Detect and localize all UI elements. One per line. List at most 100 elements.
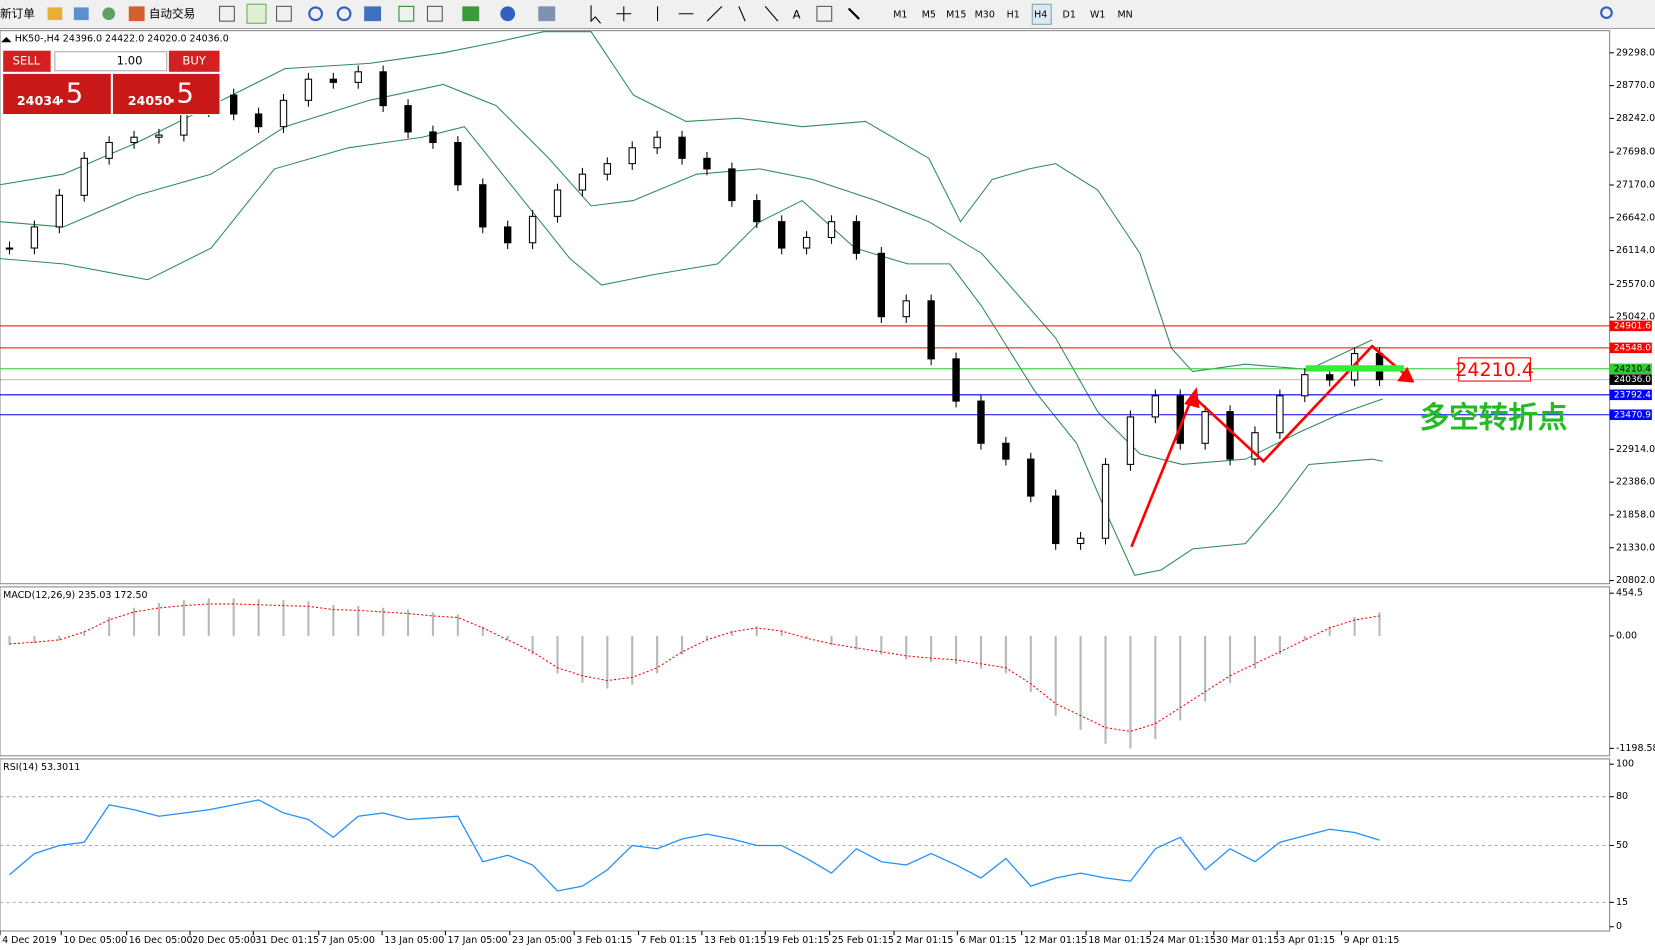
level-label-box [1609, 320, 1652, 332]
candle [877, 252, 886, 318]
icon[interactable] [308, 6, 323, 22]
time-label: 4 Dec 2019 [2, 935, 57, 946]
candle [802, 236, 811, 249]
time-label: 13 Feb 01:15 [704, 935, 766, 946]
timeframe-button[interactable]: H4 [1034, 9, 1047, 20]
icon[interactable] [102, 7, 116, 21]
icon[interactable] [47, 7, 63, 21]
icon[interactable] [426, 5, 443, 22]
candles [5, 65, 1384, 550]
timeframe-button[interactable]: H1 [1007, 9, 1020, 20]
icon[interactable] [816, 5, 833, 22]
icon[interactable] [73, 7, 89, 21]
time-label: 12 Mar 01:15 [1024, 935, 1087, 946]
zigzag-arrow [1130, 344, 1410, 548]
icon[interactable] [246, 3, 267, 24]
time-label: 24 Mar 01:15 [1153, 935, 1216, 946]
icon[interactable] [616, 6, 632, 22]
icon[interactable]: A [793, 7, 801, 21]
rsi-tick-label: 15 [1616, 897, 1628, 908]
lots-value[interactable]: 1.00 [117, 54, 143, 68]
auto-trade-button[interactable]: 自动交易 [149, 6, 195, 20]
candle [628, 147, 636, 165]
active-timeframe[interactable] [1031, 3, 1052, 25]
time-label: 18 Mar 01:15 [1088, 935, 1151, 946]
time-label: 19 Feb 01:15 [767, 935, 829, 946]
price-tick-label: 27698.0 [1616, 147, 1655, 158]
level-label: 24210.4 [1614, 364, 1651, 374]
time-label: 2 Mar 01:15 [896, 935, 953, 946]
timeframe-button[interactable]: M5 [922, 9, 936, 20]
timeframe-button[interactable]: D1 [1063, 9, 1076, 20]
macd-signal [9, 603, 1380, 732]
candle [454, 141, 462, 186]
level-label: 24036.0 [1614, 375, 1651, 385]
candle [1101, 463, 1110, 539]
sell-label[interactable]: SELL [13, 54, 41, 68]
ask-box[interactable] [112, 73, 220, 115]
candle [977, 400, 985, 444]
price-tick-label: 22914.0 [1616, 444, 1655, 455]
price-tick-label: 20802.0 [1616, 575, 1655, 586]
icon[interactable] [500, 6, 516, 22]
time-label: 6 Mar 01:15 [959, 935, 1016, 946]
icon[interactable] [538, 6, 556, 22]
trade-panel: SELL 1.00 BUY 24034 .5 24050 .5 [2, 49, 221, 116]
new-order-button[interactable]: 新订单 [0, 6, 35, 20]
sell-button[interactable] [3, 50, 51, 72]
icon[interactable] [219, 5, 235, 22]
candle [927, 300, 935, 360]
icon[interactable] [590, 5, 601, 24]
candle [1201, 411, 1209, 444]
bid-fraction[interactable]: .5 [57, 79, 83, 110]
candle [653, 136, 661, 149]
timeframe-button[interactable]: M15 [946, 9, 966, 20]
candle [1301, 374, 1309, 397]
price-tick-label: 25570.0 [1616, 279, 1655, 290]
candle [130, 136, 138, 144]
time-label: 13 Jan 05:00 [384, 935, 444, 946]
candle [852, 221, 861, 254]
price-tick-label: 28242.0 [1616, 113, 1655, 124]
lots-input[interactable] [54, 51, 168, 72]
icon[interactable] [462, 6, 480, 22]
icon[interactable] [336, 6, 352, 22]
candle [528, 215, 537, 244]
axes: 29298.0 28770.0 28242.0 27698.0 27170.0 26642… [0, 47, 1655, 946]
candle [279, 99, 288, 128]
price-tick-label: 26642.0 [1616, 212, 1655, 223]
main-chart [0, 30, 1611, 585]
ask-price[interactable]: 24050 [128, 93, 172, 108]
rsi-line [9, 799, 1380, 892]
buy-label[interactable]: BUY [182, 54, 206, 68]
ask-fraction[interactable]: .5 [168, 79, 194, 110]
icon[interactable] [276, 5, 292, 22]
icon[interactable] [364, 6, 382, 22]
icon[interactable] [398, 5, 415, 22]
rsi-label: RSI(14) 53.3011 [3, 762, 80, 773]
candle [254, 113, 263, 128]
timeframe-button[interactable]: MN [1118, 9, 1133, 20]
candle [1276, 395, 1284, 434]
price-tick-label: 21858.0 [1616, 509, 1655, 520]
candle [603, 163, 612, 175]
timeframe-button[interactable]: M30 [975, 9, 995, 20]
timeframe-button[interactable]: W1 [1090, 9, 1105, 20]
level-label: 24901.6 [1614, 321, 1651, 331]
candle [304, 78, 313, 101]
candle [354, 71, 362, 83]
buy-button[interactable] [168, 50, 220, 72]
candle [155, 134, 163, 138]
candle [379, 71, 387, 107]
timeframe-button[interactable]: M1 [893, 9, 907, 20]
search-icon[interactable] [1600, 6, 1613, 20]
bid-price[interactable]: 24034 [17, 93, 61, 108]
candle [578, 173, 587, 191]
bid-box[interactable] [3, 73, 111, 115]
auto-trade-icon[interactable] [128, 6, 145, 22]
icon[interactable] [657, 5, 779, 22]
icon[interactable] [847, 7, 860, 20]
candle [678, 136, 686, 159]
candle [1126, 416, 1135, 465]
time-label: 16 Dec 05:00 [129, 935, 193, 946]
